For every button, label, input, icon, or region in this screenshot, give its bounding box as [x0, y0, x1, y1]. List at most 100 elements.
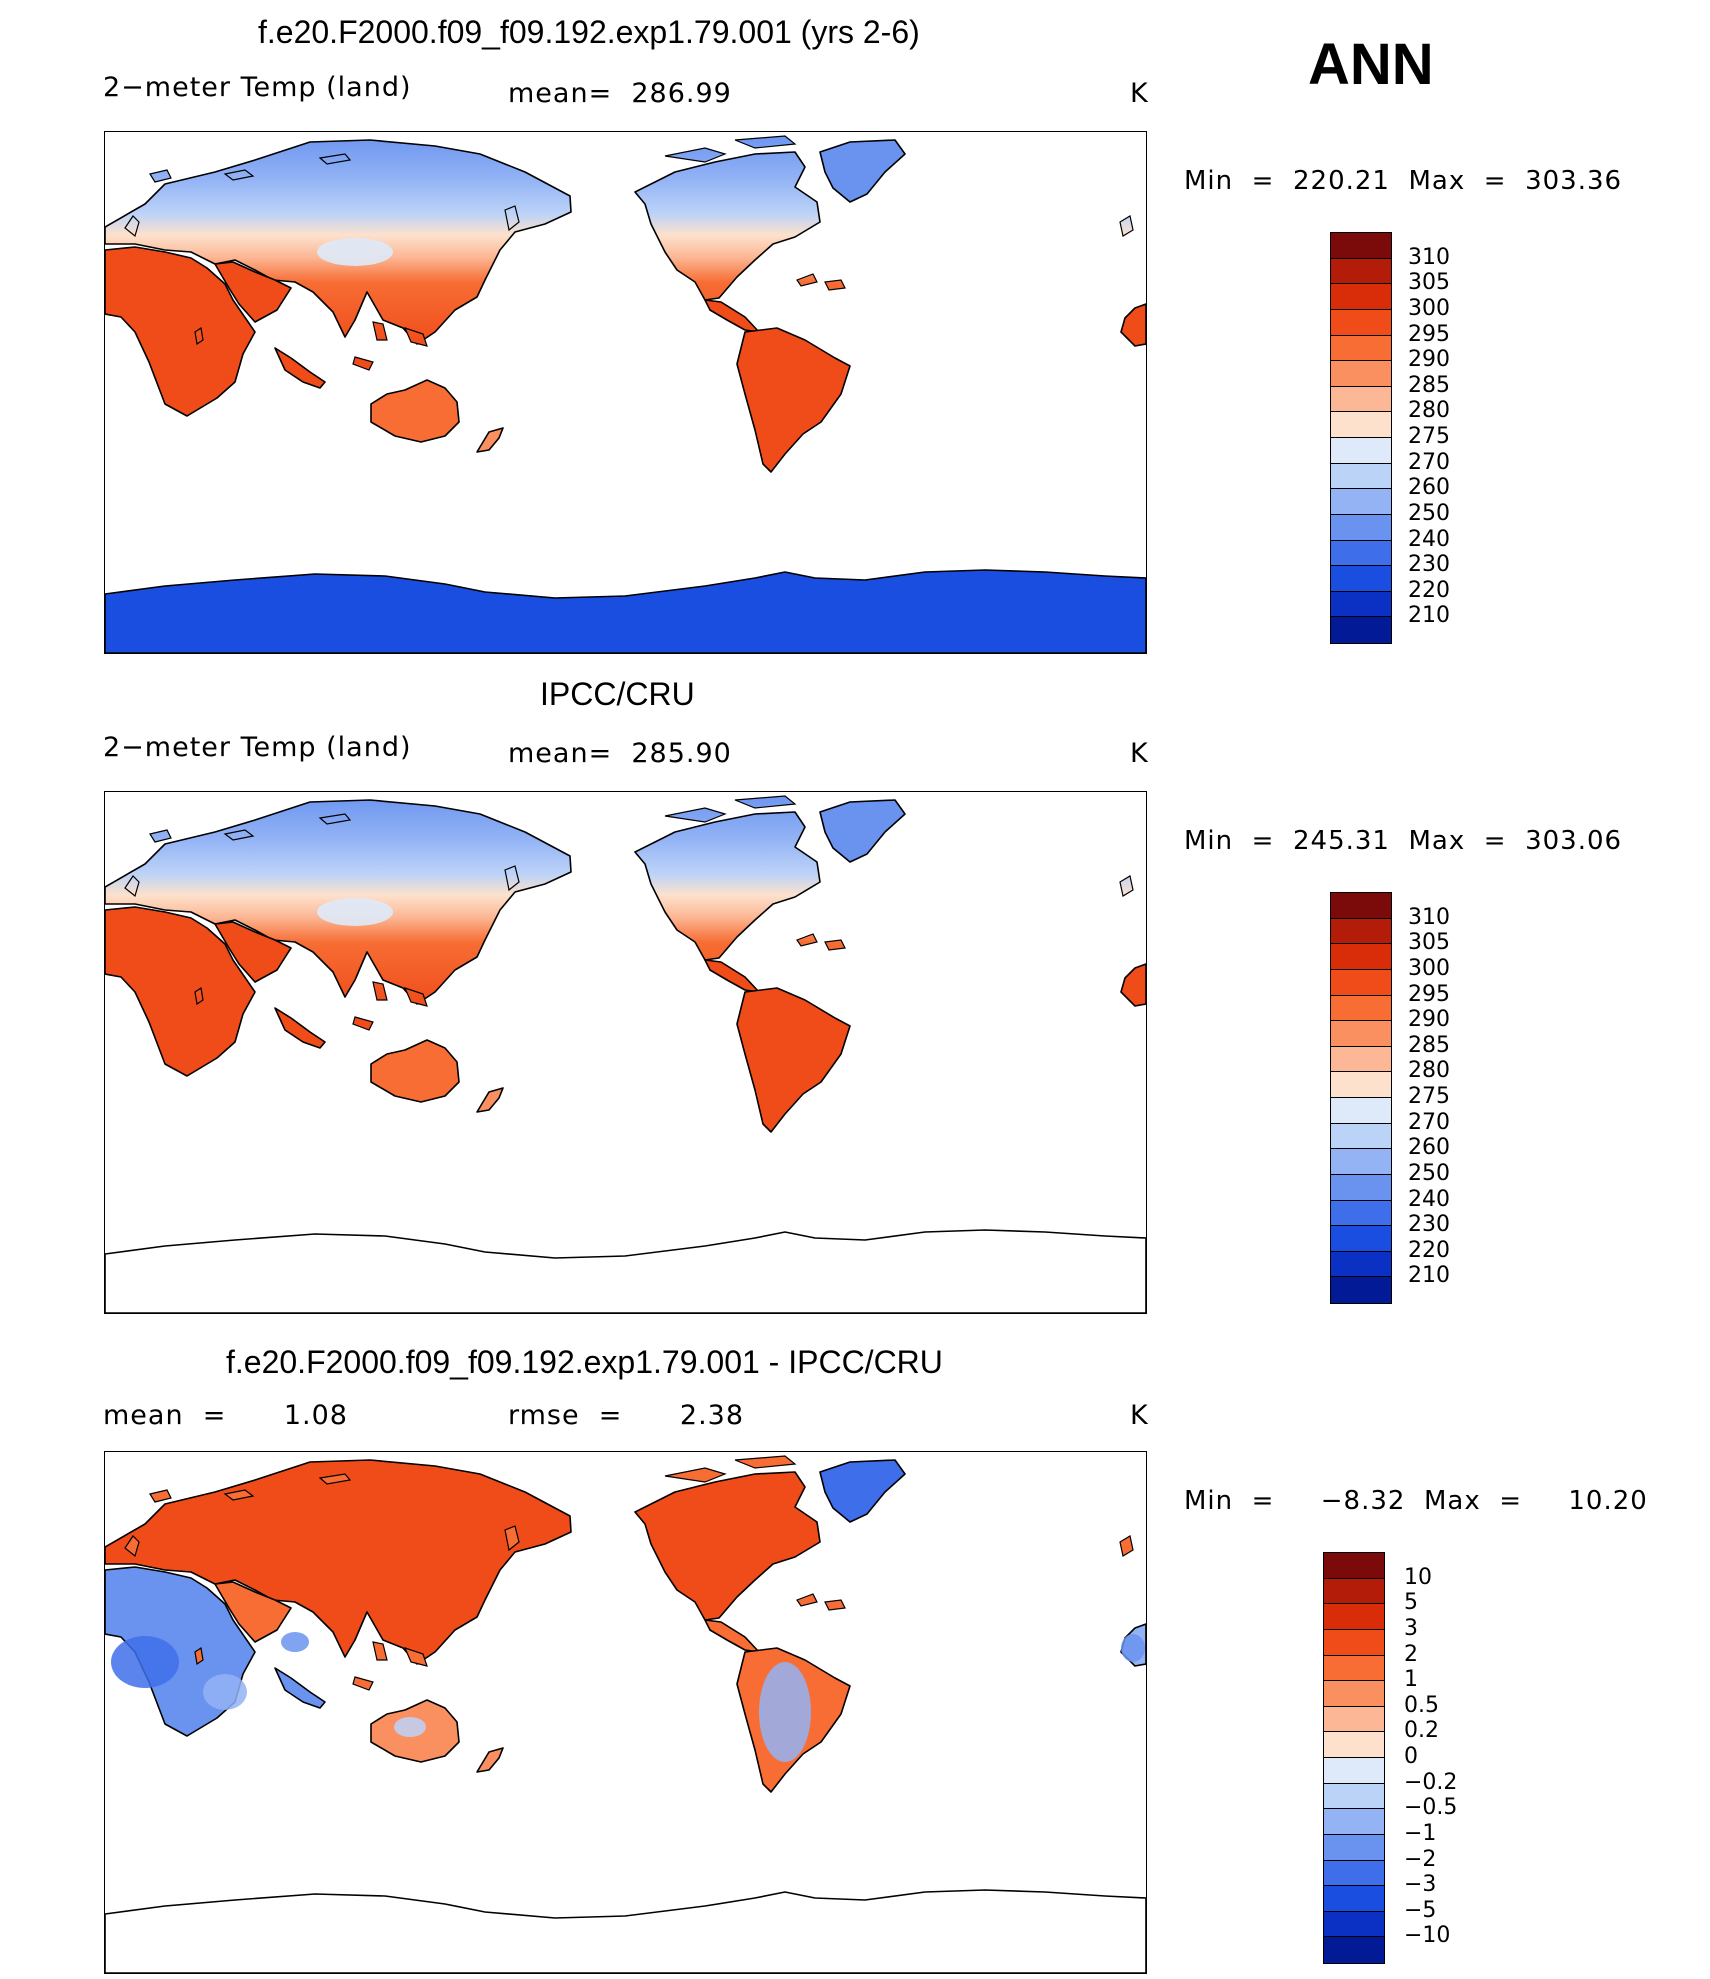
landmass-sea [274, 1007, 326, 1049]
island [318, 1473, 352, 1485]
island [403, 1647, 428, 1667]
panel-3-colorbar [1323, 1552, 1385, 1964]
landmass-antarctic [105, 1889, 1146, 1973]
panel-1-units-label: K [1130, 78, 1149, 109]
island [124, 1535, 140, 1558]
colorbar-swatch [1331, 258, 1391, 285]
island [372, 981, 388, 1001]
colorbar-tick-label: 260 [1408, 475, 1450, 501]
panel-1-title: f.e20.F2000.f09_f09.192.exp1.79.001 (yrs… [258, 14, 920, 50]
landmass-greenland [819, 1459, 906, 1523]
landmass-australia [370, 1039, 460, 1103]
colorbar-tick-label: 275 [1408, 424, 1450, 449]
island [352, 1016, 374, 1031]
negative-bias-patch [281, 1632, 309, 1652]
landmass-australia [370, 379, 460, 443]
colorbar-tick-label: 300 [1408, 955, 1450, 981]
colorbar-swatch [1331, 617, 1391, 643]
colorbar-tick-label: 250 [1408, 500, 1450, 526]
landmass-wafrica [1120, 303, 1146, 347]
colorbar-swatch [1324, 1860, 1384, 1887]
plateau-cold-region [317, 238, 393, 266]
landmass-samerica [736, 987, 851, 1133]
colorbar-tick-label: 0.5 [1404, 1692, 1439, 1718]
panel-1-mean-label: mean= 286.99 [508, 78, 732, 109]
landmass-greenland [819, 139, 906, 203]
colorbar-swatch [1331, 995, 1391, 1022]
landmass-namerica [634, 151, 821, 301]
landmass-antarctic [105, 1229, 1146, 1313]
landmass-africa [105, 906, 256, 1077]
island [504, 865, 520, 892]
colorbar-tick-label: 300 [1408, 295, 1450, 321]
colorbar-swatch [1324, 1732, 1384, 1758]
colorbar-swatch [1324, 1834, 1384, 1861]
colorbar-swatch [1331, 918, 1391, 945]
colorbar-swatch [1331, 1149, 1391, 1175]
colorbar-tick-label: 270 [1408, 449, 1450, 475]
island [824, 939, 846, 951]
colorbar-swatch [1324, 1758, 1384, 1784]
colorbar-tick-label: 295 [1408, 321, 1450, 347]
colorbar-tick-label: 285 [1408, 372, 1450, 398]
landmass-sea [274, 1667, 326, 1709]
island [664, 1467, 727, 1483]
colorbar-tick-label: −3 [1404, 1872, 1437, 1898]
landmass-nz [476, 1747, 504, 1773]
colorbar-tick-label: 295 [1408, 981, 1450, 1007]
negative-bias-patch [759, 1662, 811, 1762]
colorbar-tick-label: 2 [1404, 1641, 1418, 1667]
panel-3-min-max: Min = −8.32 Max = 10.20 [1184, 1486, 1648, 1516]
colorbar-swatch [1331, 514, 1391, 541]
panel-2-min-max: Min = 245.31 Max = 303.06 [1184, 826, 1623, 856]
colorbar-swatch [1331, 893, 1391, 919]
colorbar-tick-label: 270 [1408, 1109, 1450, 1135]
island [352, 356, 374, 371]
colorbar-tick-label: −10 [1404, 1923, 1451, 1949]
island [124, 875, 140, 898]
panel-3-units-label: K [1130, 1400, 1149, 1431]
colorbar-tick-label: 210 [1408, 603, 1450, 629]
panel-2-variable-label: 2−meter Temp (land) [103, 732, 412, 763]
landmass-namerica [634, 811, 821, 961]
colorbar-swatch [1324, 1911, 1384, 1938]
colorbar-swatch [1331, 309, 1391, 336]
panel-3-mean-label: mean = 1.08 [103, 1400, 348, 1431]
colorbar-swatch [1331, 463, 1391, 490]
panel-1-map-svg [105, 132, 1146, 653]
colorbar-tick-label: 305 [1408, 930, 1450, 956]
panel-2-colorbar [1330, 892, 1392, 1304]
colorbar-swatch [1331, 1021, 1391, 1047]
colorbar-swatch [1324, 1886, 1384, 1912]
negative-bias-patch [111, 1636, 179, 1688]
season-label: ANN [1308, 32, 1434, 97]
landmass-arabia [214, 921, 292, 983]
colorbar-tick-label: 230 [1408, 1212, 1450, 1238]
island [824, 279, 846, 291]
colorbar-swatch [1331, 284, 1391, 310]
negative-bias-patch [203, 1674, 247, 1710]
landmass-sea [274, 347, 326, 389]
island [318, 813, 352, 825]
colorbar-tick-label: 10 [1404, 1564, 1432, 1590]
negative-bias-patch [394, 1717, 426, 1737]
landmass-eurasia [105, 1459, 572, 1665]
colorbar-swatch [1331, 386, 1391, 413]
landmass-nz [476, 1087, 504, 1113]
island [149, 169, 172, 183]
colorbar-tick-label: 275 [1408, 1084, 1450, 1109]
colorbar-tick-label: 240 [1408, 526, 1450, 552]
island [824, 1599, 846, 1611]
colorbar-tick-label: −0.2 [1404, 1769, 1458, 1795]
landmass-africa [105, 246, 256, 417]
island [403, 327, 428, 347]
colorbar-tick-label: −2 [1404, 1846, 1437, 1872]
colorbar-tick-label: −5 [1404, 1897, 1437, 1923]
colorbar-swatch [1324, 1604, 1384, 1630]
colorbar-tick-label: 220 [1408, 1237, 1450, 1263]
colorbar-swatch [1331, 566, 1391, 592]
panel-2-title: IPCC/CRU [540, 676, 695, 712]
colorbar-swatch [1331, 944, 1391, 970]
colorbar-swatch [1331, 1174, 1391, 1201]
island [664, 147, 727, 163]
